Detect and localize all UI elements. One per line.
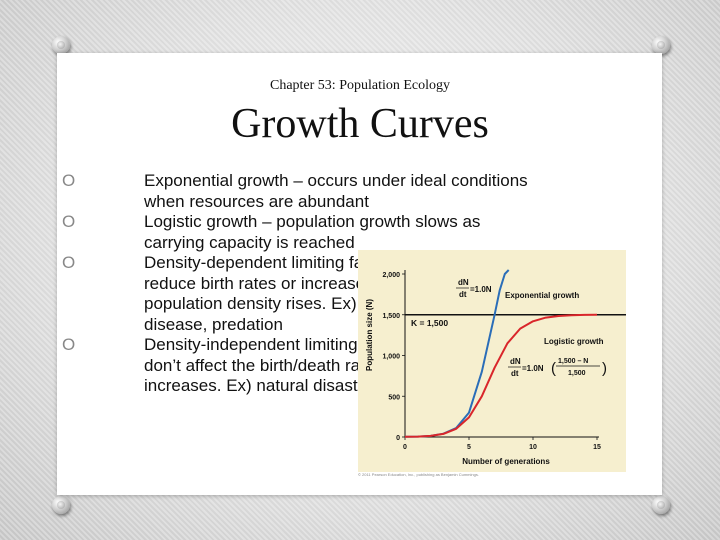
bullet-text: when resources are abundant: [144, 191, 369, 211]
bullet-marker: O: [62, 253, 76, 272]
paren-right: ): [602, 360, 607, 377]
bullet-item: O Logistic growth – population growth sl…: [62, 212, 662, 253]
exponential-equation: dN dt =1.0N: [456, 278, 492, 299]
slide-title: Growth Curves: [231, 101, 489, 147]
y-tick-label: 0: [396, 435, 400, 442]
bullet-text: Logistic growth – population growth slow…: [144, 212, 481, 231]
eq-exp-dt: dt: [459, 290, 467, 299]
bullet-text: disease, predation: [144, 314, 283, 334]
chart-ticks: 0 500 1,000 1,500 2,000 0 5 10 15: [382, 272, 601, 451]
growth-chart-figure: 0 500 1,000 1,500 2,000 0 5 10 15 K = 1,500 dN d…: [358, 250, 627, 472]
eq-log-frac-top: 1,500 – N: [558, 358, 588, 365]
y-tick-label: 500: [388, 394, 400, 401]
pushpin-icon: [52, 496, 70, 514]
bullet-text: Exponential growth – occurs under ideal …: [144, 171, 528, 190]
pushpin-icon: [652, 36, 670, 54]
bullet-marker: O: [62, 335, 76, 354]
y-tick-label: 1,000: [382, 354, 400, 361]
y-tick-label: 2,000: [382, 272, 400, 279]
x-tick-label: 5: [467, 444, 471, 451]
figure-credit: © 2011 Pearson Education, Inc., publishi…: [358, 472, 479, 477]
eq-log-dn: dN: [510, 357, 521, 366]
slide-subtitle: Chapter 53: Population Ecology: [269, 78, 451, 93]
chart-series: [404, 269, 598, 438]
bullet-marker: O: [62, 212, 76, 231]
eq-log-dt: dt: [511, 369, 519, 378]
chart-axes: [404, 270, 599, 438]
eq-exp-dn: dN: [458, 278, 469, 287]
logistic-equation: dN dt =1.0N 1,500 – N 1,500 ( ): [508, 357, 607, 378]
bullet-marker: O: [62, 171, 76, 190]
x-tick-label: 10: [529, 444, 537, 451]
bullet-text: carrying capacity is reached: [144, 232, 355, 252]
exponential-growth-label: Exponential growth: [505, 291, 579, 300]
bullet-text: increases. Ex) natural disasters: [144, 376, 382, 395]
logistic-growth-curve: [404, 313, 598, 438]
paren-left: (: [551, 360, 556, 377]
pushpin-icon: [652, 496, 670, 514]
growth-chart: 0 500 1,000 1,500 2,000 0 5 10 15 K = 1,500 dN d…: [365, 269, 627, 466]
eq-exp-rhs: =1.0N: [470, 285, 492, 294]
carrying-capacity-label: K = 1,500: [411, 318, 448, 328]
x-tick-label: 15: [593, 444, 601, 451]
x-axis-label: Number of generations: [462, 457, 550, 466]
y-axis-label: Population size (N): [365, 299, 374, 371]
logistic-growth-label: Logistic growth: [544, 337, 604, 346]
y-tick-label: 1,500: [382, 313, 400, 320]
bullet-item: O Exponential growth – occurs under idea…: [62, 171, 662, 212]
pushpin-icon: [52, 36, 70, 54]
eq-log-frac-bottom: 1,500: [568, 370, 586, 377]
eq-log-rhs: =1.0N: [522, 364, 544, 373]
x-tick-label: 0: [403, 444, 407, 451]
exponential-growth-curve: [404, 269, 510, 438]
